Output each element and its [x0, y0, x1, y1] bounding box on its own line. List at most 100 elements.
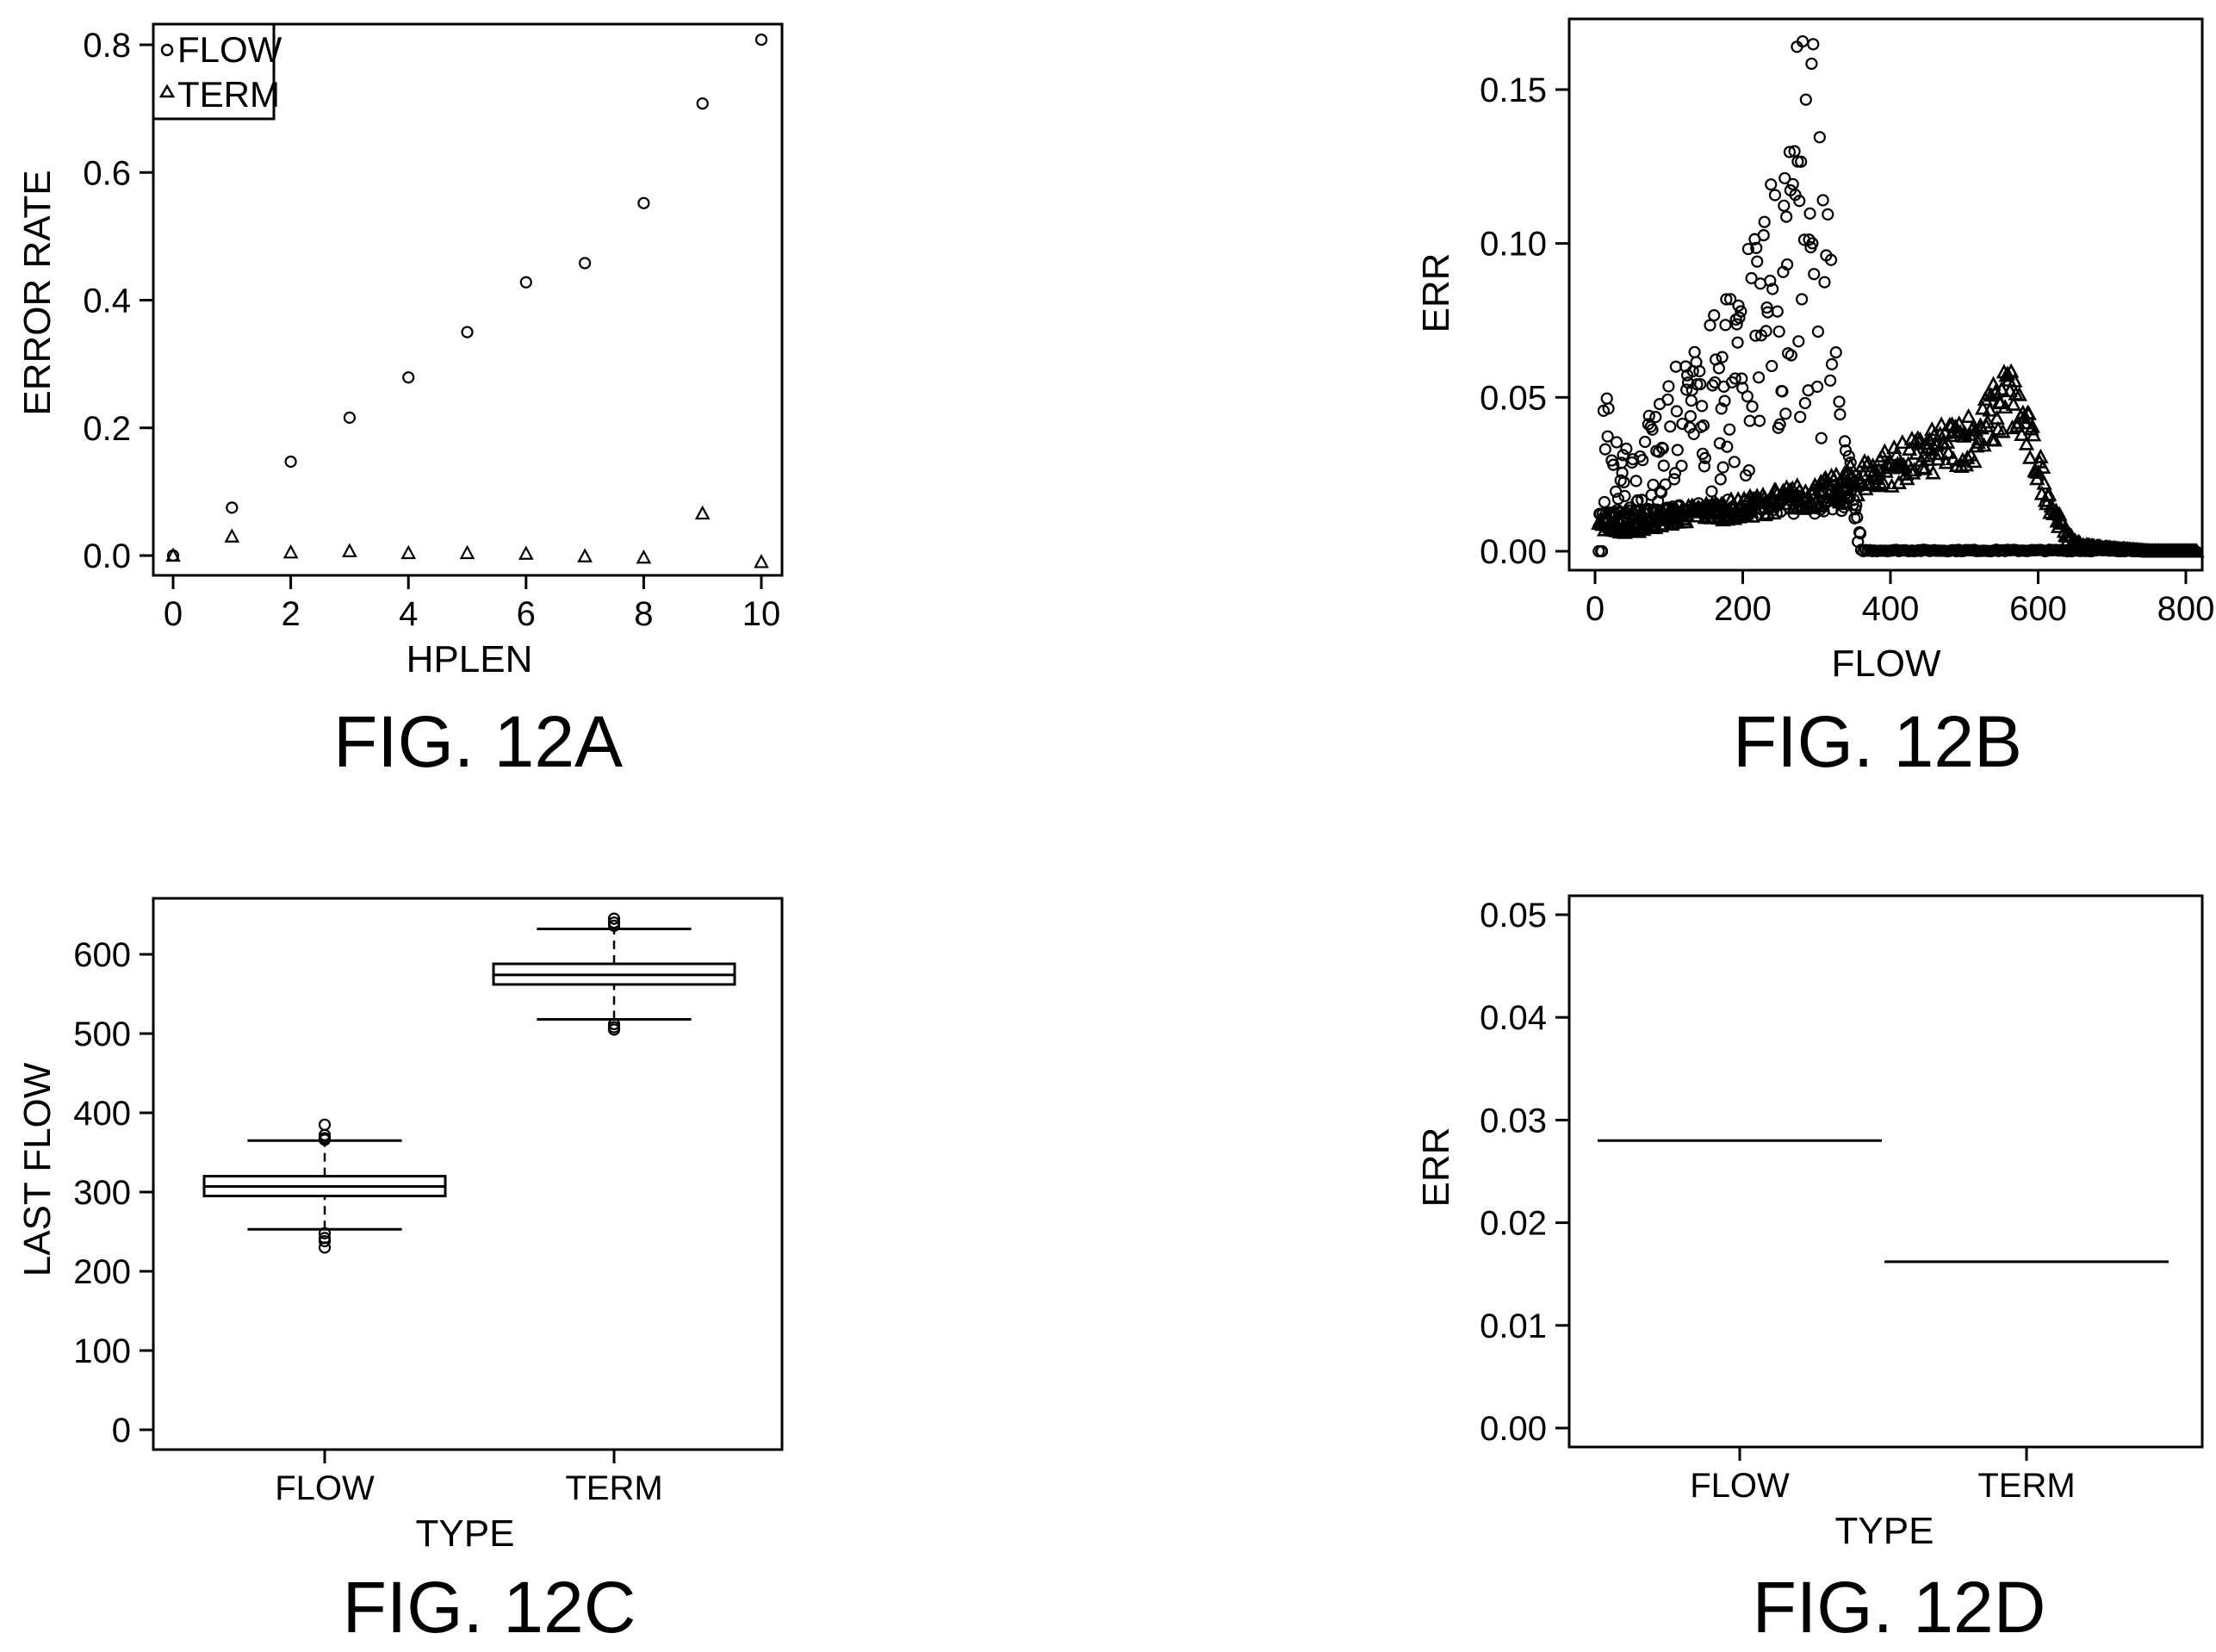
flow-err-point [1713, 437, 1726, 450]
flow-point [284, 455, 297, 469]
chart-12a-y-ticks: 0.0 0.2 0.4 0.6 0.8 [83, 27, 153, 575]
box-outlier [607, 919, 621, 932]
term-err-point [1912, 431, 1928, 446]
box-outlier [607, 912, 621, 925]
term-err-point [1931, 445, 1947, 461]
box-outlier [318, 1118, 332, 1131]
flow-err-point [1742, 463, 1755, 477]
x-tick-label: TERM [565, 1469, 662, 1507]
flow-err-point [1685, 394, 1698, 407]
y-tick-label: 0.04 [1480, 999, 1547, 1037]
term-err-point [1877, 443, 1893, 458]
flow-err-point [1760, 325, 1772, 338]
flow-err-point [1844, 456, 1857, 469]
flow-err-point [1772, 325, 1785, 338]
flow-err-point [1687, 427, 1700, 441]
flow-err-point [1760, 301, 1773, 314]
term-point [754, 554, 769, 568]
flow-err-point [1786, 177, 1799, 190]
flow-err-point [1781, 258, 1794, 271]
flow-err-point [1749, 329, 1762, 342]
flow-err-point [1735, 305, 1747, 318]
term-err-point [1993, 381, 2010, 396]
chart-12c-marks [202, 912, 736, 1254]
flow-err-point [1824, 374, 1837, 387]
flow-err-point [1743, 414, 1756, 427]
flow-err-point [1789, 189, 1802, 202]
flow-err-point [1669, 360, 1682, 373]
flow-point [637, 196, 650, 209]
flow-err-point [1656, 442, 1669, 455]
flow-err-point [1751, 255, 1764, 268]
flow-err-point [1795, 155, 1808, 168]
term-err-point [2007, 372, 2023, 388]
y-tick-label: 0.05 [1480, 897, 1547, 935]
term-err-point [2036, 475, 2052, 490]
flow-err-point [1667, 473, 1681, 486]
legend-term-label: TERM [177, 74, 280, 115]
term-err-point [2005, 395, 2022, 411]
flow-err-point [1732, 299, 1745, 312]
flow-err-point [1807, 38, 1820, 51]
term-err-point [1971, 431, 1988, 446]
legend-flow-label: FLOW [177, 29, 282, 70]
flow-err-point [1712, 362, 1725, 375]
flow-err-point [1620, 442, 1633, 456]
box-outlier [318, 1133, 332, 1146]
term-point [518, 545, 534, 560]
term-err-point [2017, 414, 2033, 430]
flow-err-point [1851, 511, 1864, 524]
flow-err-point [1783, 146, 1797, 158]
term-err-point [1833, 487, 1849, 502]
flow-err-point [1668, 467, 1682, 480]
flow-err-point [1716, 351, 1729, 363]
chart-12a-xlabel: HPLEN [407, 638, 533, 680]
term-err-point [1909, 444, 1925, 460]
term-point [577, 548, 593, 562]
term-err-point [1983, 387, 1999, 402]
term-err-point [1975, 400, 1991, 415]
term-err-point [2002, 382, 2018, 398]
y-tick-label: 0 [112, 1412, 131, 1450]
chart-12b-x-ticks: 0 200 400 600 800 [1586, 570, 2215, 628]
y-tick-label: 600 [73, 936, 131, 974]
term-err-point [1915, 459, 1931, 475]
x-tick-label: 2 [281, 595, 300, 633]
term-err-point [2011, 386, 2027, 401]
flow-err-point [1818, 276, 1831, 289]
term-err-point [2050, 518, 2067, 533]
flow-err-point [1838, 435, 1852, 448]
term-err-point [1875, 474, 1892, 489]
flow-err-point [1805, 57, 1818, 71]
flow-err-point [1617, 449, 1629, 462]
y-tick-label: 0.2 [83, 410, 131, 448]
x-tick-label: FLOW [275, 1469, 375, 1507]
x-tick-label: 800 [2157, 590, 2215, 628]
term-err-point [1989, 409, 2005, 425]
chart-12a: 0.0 0.2 0.4 0.6 0.8 0 2 4 6 8 10 ERROR RATE HPLEN… [16, 22, 784, 782]
term-err-point [1925, 464, 1941, 480]
term-err-point [2034, 458, 2052, 474]
flow-err-point [1776, 385, 1789, 398]
flow-err-point [1750, 241, 1763, 254]
flow-err-point [1822, 208, 1834, 220]
flow-point [461, 326, 474, 338]
chart-12c-ylabel: LAST FLOW [16, 1062, 59, 1276]
term-err-point [1894, 433, 1911, 450]
term-point [342, 543, 357, 557]
chart-12b-xlabel: FLOW [1831, 643, 1941, 685]
term-err-point [1735, 490, 1753, 506]
flow-err-point [1618, 489, 1631, 502]
flow-err-point [1598, 495, 1611, 509]
flow-point [343, 411, 356, 424]
term-err-point [1999, 365, 2016, 381]
flow-err-point [1733, 311, 1746, 324]
chart-12a-x-ticks: 0 2 4 6 8 10 [164, 575, 780, 633]
flow-err-point [1745, 271, 1758, 285]
flow-err-point [1766, 283, 1779, 295]
flow-err-point [1813, 131, 1826, 144]
flow-err-point [1721, 440, 1734, 453]
flow-err-point [1730, 318, 1743, 331]
flow-err-point [1723, 293, 1737, 306]
